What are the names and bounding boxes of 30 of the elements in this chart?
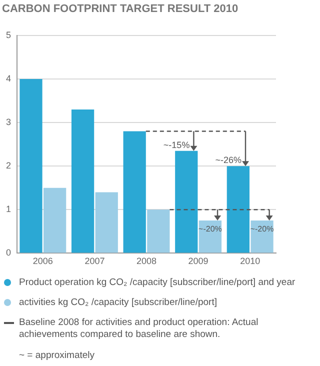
x-tick-label: 2010 <box>240 256 260 266</box>
bar <box>250 220 274 253</box>
y-tick-label: 2 <box>6 160 12 171</box>
annotation: ~-26% <box>215 155 242 166</box>
annotation: ~-20% <box>250 224 274 234</box>
text: ~ = approximately <box>19 350 95 362</box>
text: Baseline 2008 for activities and product operation: Actual achievements compared to baseline are shown. <box>19 317 260 341</box>
bar <box>71 109 94 253</box>
bar <box>95 192 118 253</box>
y-tick-label: 3 <box>6 117 12 128</box>
bar <box>44 188 66 253</box>
bar <box>226 166 250 253</box>
bar <box>175 150 198 253</box>
bar <box>20 78 42 253</box>
y-tick-label: 4 <box>6 73 12 84</box>
y-tick-label: 5 <box>6 30 12 40</box>
y-tick-label: 1 <box>6 204 12 214</box>
x-tick-label: 2006 <box>32 256 53 266</box>
legend-label: Product operation kg CO₂ /capacity [subscriber/line/port] and year <box>19 277 296 288</box>
y-tick-label: 0 <box>6 248 12 258</box>
x-tick-label: 2007 <box>84 256 105 266</box>
bar <box>198 220 222 253</box>
chart-title: CARBON FOOTPRINT TARGET RESULT 2010 <box>2 3 238 15</box>
annotation: ~-20% <box>198 224 222 234</box>
bar <box>147 210 170 253</box>
legend-label: activities kg CO₂ /capacity [subscriber/line/port] <box>19 297 217 308</box>
x-tick-label: 2008 <box>136 256 157 266</box>
x-tick-label: 2009 <box>188 256 208 266</box>
annotation: ~-15% <box>163 140 190 150</box>
bar <box>123 131 146 253</box>
